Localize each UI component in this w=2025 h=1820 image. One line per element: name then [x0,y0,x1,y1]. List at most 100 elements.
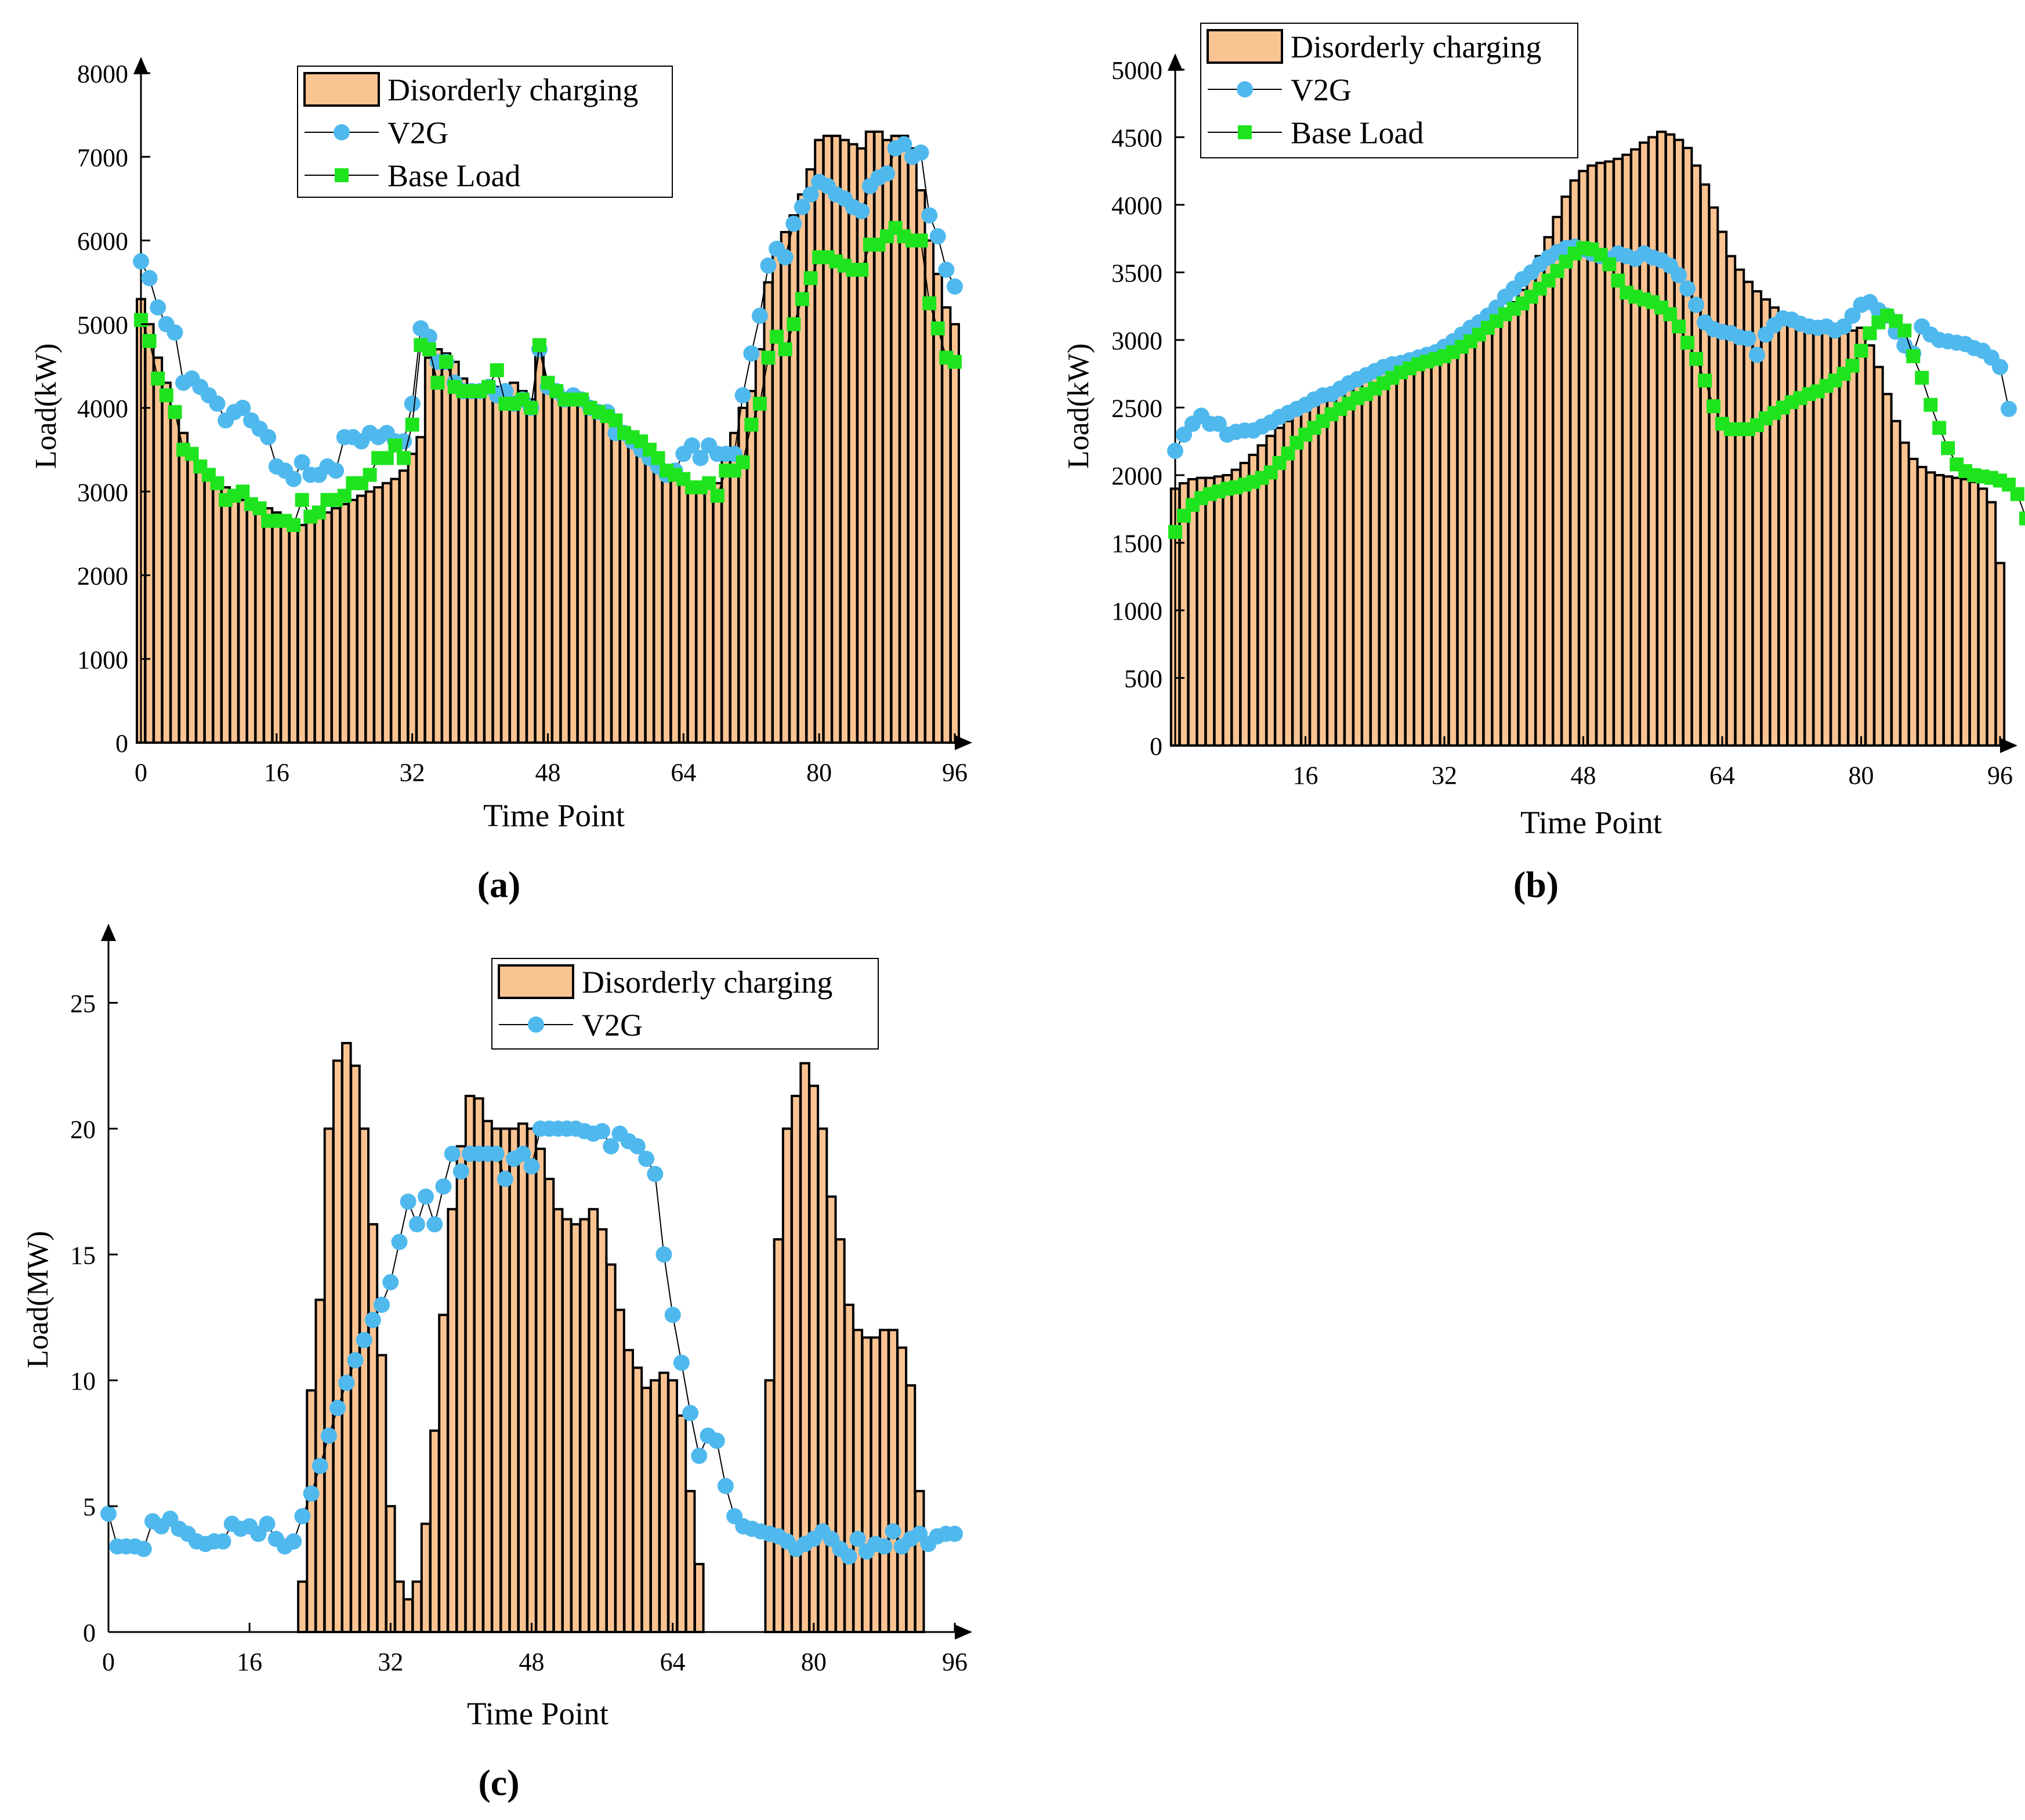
x-axis-arrow [2000,738,2017,753]
bar [385,1505,396,1634]
v2g-point [391,1233,408,1250]
bar [576,398,587,744]
base-load-point [752,396,767,411]
v2g-point [947,278,963,295]
base-load-point [1845,359,1860,373]
bar [678,477,689,744]
bar [562,1218,573,1633]
bar [729,432,740,744]
panel-c-legend: Disorderly charging V2G [491,958,879,1050]
bar [1404,359,1415,747]
base-load-point [337,489,352,503]
y-tick-label: 0 [115,729,128,758]
base-load-point [1915,371,1929,385]
v2g-point [717,1478,734,1495]
bar [887,1329,899,1633]
panel-c-ticks: 0 5 10 15 20 25 0 16 32 48 64 80 96 [70,989,968,1676]
v2g-point [683,437,700,454]
bar [1343,381,1354,747]
y-tick-label: 0 [1150,732,1162,761]
bar [297,1580,308,1633]
panel-b-series [1167,238,2025,539]
base-load-point [948,354,962,369]
panel-c-xlabel: Time Point [467,1696,608,1731]
bar [1977,487,1988,747]
bar [1378,367,1389,747]
bar [1447,344,1459,747]
y-tick-label: 2000 [1111,462,1162,490]
bar [650,1379,661,1633]
v2g-point [285,1533,302,1550]
v2g-point [374,1297,390,1313]
base-load-point [1932,421,1947,435]
bar [358,1127,370,1633]
bar [669,473,680,744]
v2g-point [329,1399,346,1416]
bar [1968,480,1980,747]
bar [254,502,265,744]
v2g-point [488,1145,505,1162]
bar [1326,391,1337,747]
bar [831,135,842,744]
bar [1430,351,1441,747]
base-load-point [1602,257,1617,272]
base-load-point [702,476,716,490]
bar [1499,310,1511,747]
legend-marker [1238,125,1252,139]
y-axis-arrow [1168,53,1183,71]
bar [1412,356,1424,747]
v2g-point [896,136,912,153]
bar [712,482,723,744]
base-load-point [608,413,623,428]
v2g-point [603,1138,620,1155]
x-tick-label: 0 [135,758,147,787]
v2g-point [912,144,929,161]
base-load-point [532,338,546,352]
base-load-point [930,321,945,335]
v2g-point [523,1158,540,1175]
bar [195,461,206,744]
bar [356,494,367,744]
v2g-point [1740,330,1756,347]
bar [1222,474,1233,747]
bar [1456,340,1468,747]
bar [509,381,519,744]
bar [1856,327,1867,747]
v2g-point [166,324,183,341]
x-tick-label: 48 [535,758,561,787]
bar [661,465,672,744]
bar [1708,206,1719,747]
bar [1795,321,1806,747]
bar [322,511,333,744]
bar [1908,458,1919,747]
bar [458,377,469,744]
v2g-point [777,249,794,266]
bar [517,1122,528,1633]
bar [305,519,316,744]
v2g-point [1992,359,2008,375]
bar [423,356,434,744]
panel-c-ylabel: Load(MW) [21,1231,55,1369]
panel-a: 0 1000 2000 3000 4000 5000 6000 7000 8000 0 16 32 48… [30,57,972,905]
bar [1639,141,1650,747]
y-tick-label: 3000 [1111,327,1162,355]
base-load-point [1923,397,1938,412]
bar [1465,336,1476,747]
bar [483,390,494,744]
bar [1656,131,1667,747]
bar [331,507,342,744]
bar [667,1379,679,1633]
v2g-point [853,203,870,219]
bar [500,390,511,744]
y-tick-label: 0 [83,1619,96,1647]
bar [449,360,460,744]
legend-label: Disorderly charging [1291,30,1541,64]
v2g-point [347,1352,364,1369]
v2g-point [356,1331,372,1348]
legend-swatch-bar [498,964,574,999]
base-load-point [803,271,818,285]
v2g-point [794,198,810,215]
panel-c-series [100,1120,963,1565]
bar [808,1084,820,1633]
base-load-point [490,363,504,378]
